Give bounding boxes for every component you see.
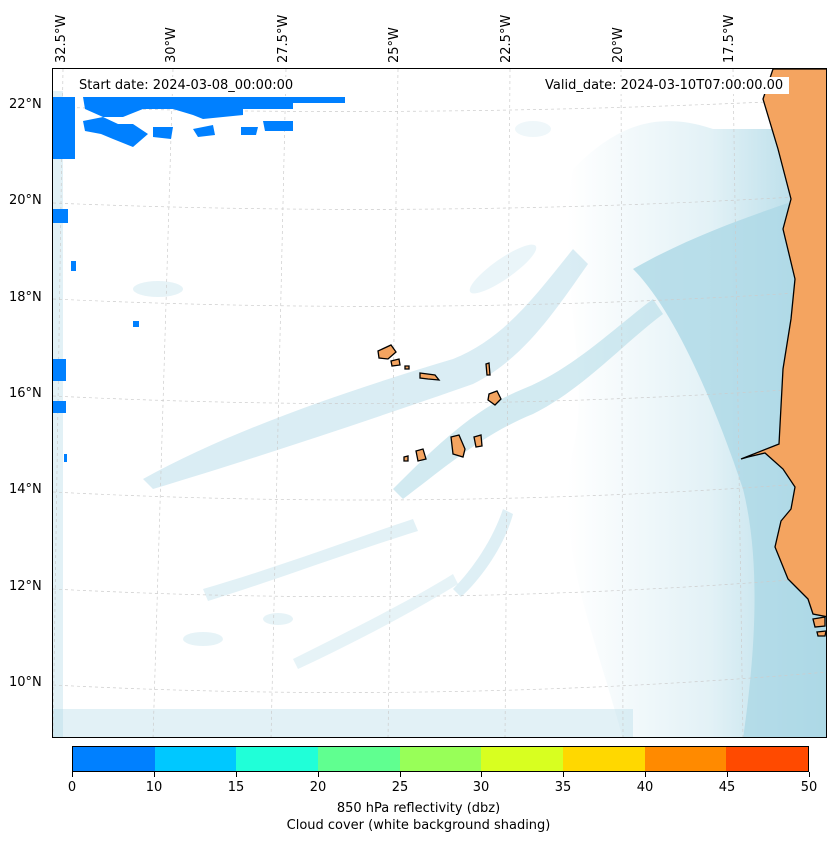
colorbar-tick-label: 50 — [800, 780, 818, 795]
colorbar-segment — [154, 747, 237, 771]
island-santa-luzia — [404, 365, 410, 370]
reflectivity-layer — [53, 97, 345, 462]
colorbar-segment — [481, 747, 564, 771]
valid-date-label: Valid_date: 2024-03-10T07:00:00.00 — [539, 77, 790, 94]
land-layer — [377, 69, 826, 637]
island-boa-vista — [487, 390, 502, 406]
lat-label-18n: 18°N — [9, 290, 42, 305]
colorbar-tick-label: 35 — [554, 780, 572, 795]
colorbar-tick-label: 10 — [145, 780, 163, 795]
lat-label-12n: 12°N — [9, 579, 42, 594]
colorbar-tick — [72, 772, 73, 777]
colorbar-tick-label: 25 — [391, 780, 409, 795]
colorbar-segment — [644, 747, 727, 771]
colorbar-segment — [318, 747, 400, 771]
island-santiago — [450, 434, 466, 458]
islet-bijagos-1 — [812, 616, 826, 628]
colorbar-tick — [318, 772, 319, 777]
lon-label-25w: 25°W — [387, 27, 402, 63]
island-sao-nicolau — [419, 372, 441, 381]
islet-bijagos-2 — [816, 630, 826, 637]
cloud-cover-layer — [53, 91, 826, 737]
graticule — [53, 69, 826, 737]
colorbar-sublabel: Cloud cover (white background shading) — [286, 818, 551, 833]
map-canvas — [53, 69, 826, 737]
start-date-label: Start date: 2024-03-08_00:00:00 — [73, 77, 300, 94]
lon-label-20w: 20°W — [611, 27, 626, 63]
lon-label-17-5w: 17.5°W — [722, 14, 737, 63]
colorbar-tick-label: 40 — [636, 780, 654, 795]
lat-label-14n: 14°N — [9, 482, 42, 497]
colorbar-tick-label: 0 — [67, 780, 77, 795]
colorbar-tick — [236, 772, 237, 777]
lon-label-30w: 30°W — [164, 27, 179, 63]
colorbar-tick-label: 45 — [718, 780, 736, 795]
africa-coastline — [740, 69, 826, 618]
colorbar-segment — [236, 747, 319, 771]
island-maio — [473, 434, 483, 448]
colorbar-tick — [727, 772, 728, 777]
lat-label-10n: 10°N — [9, 675, 42, 690]
lat-label-16n: 16°N — [9, 386, 42, 401]
colorbar-segment — [399, 747, 482, 771]
colorbar-tick-label: 20 — [309, 780, 327, 795]
colorbar-tick — [400, 772, 401, 777]
colorbar-tick — [809, 772, 810, 777]
colorbar-segment — [726, 747, 809, 771]
island-brava — [403, 455, 409, 462]
lat-label-20n: 20°N — [9, 193, 42, 208]
colorbar-tick — [154, 772, 155, 777]
island-sal — [485, 362, 491, 376]
lon-label-22-5w: 22.5°W — [499, 14, 514, 63]
lon-label-32-5w: 32.5°W — [54, 14, 69, 63]
colorbar-tick — [645, 772, 646, 777]
island-sao-vicente — [390, 358, 401, 367]
island-santo-antao — [377, 344, 397, 360]
map-panel — [52, 68, 827, 738]
island-fogo — [415, 448, 427, 462]
colorbar-tick — [563, 772, 564, 777]
colorbar-segment — [563, 747, 645, 771]
reflectivity-colorbar — [72, 746, 809, 772]
colorbar-label: 850 hPa reflectivity (dbz) — [336, 801, 501, 816]
colorbar-tick — [481, 772, 482, 777]
colorbar-tick-label: 30 — [472, 780, 490, 795]
lon-label-27-5w: 27.5°W — [276, 14, 291, 63]
colorbar-tick-label: 15 — [227, 780, 245, 795]
lat-label-22n: 22°N — [9, 97, 42, 112]
colorbar-segment — [73, 747, 155, 771]
